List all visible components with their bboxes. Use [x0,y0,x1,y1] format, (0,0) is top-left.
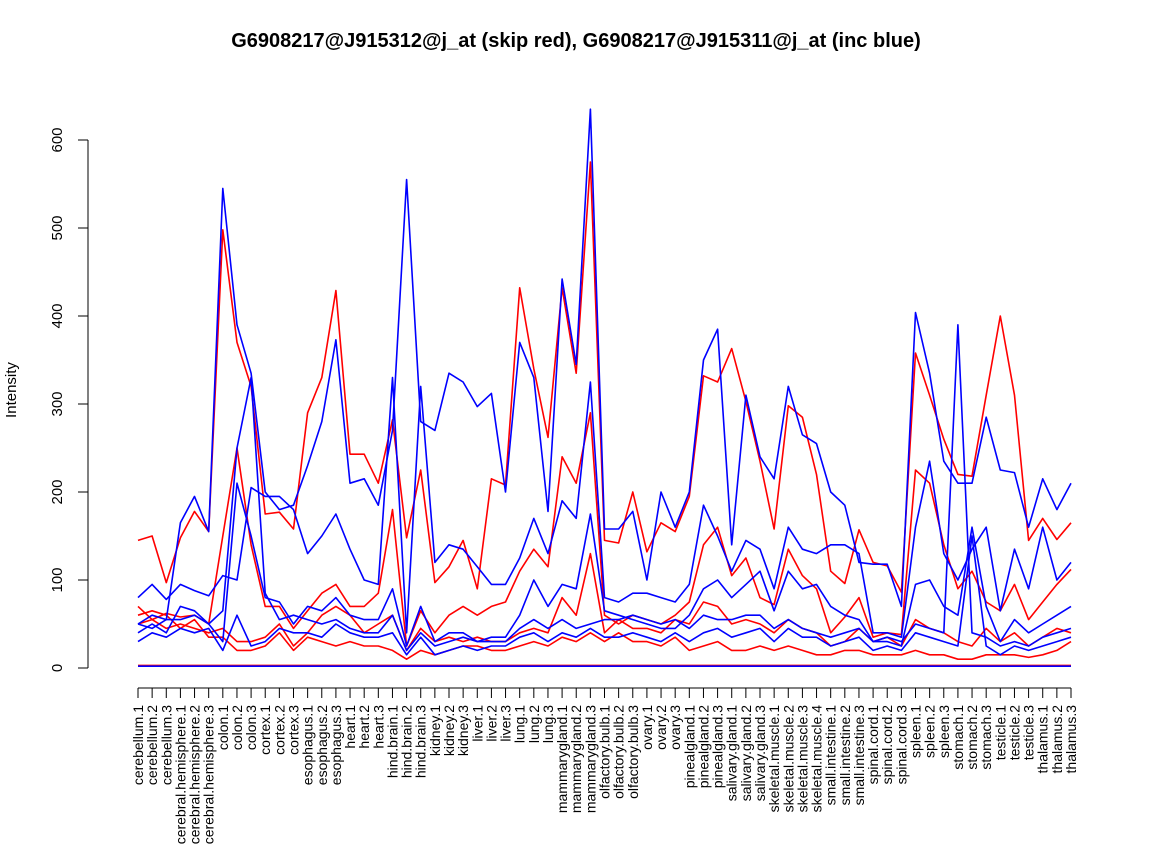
x-tick-label: spinal.cord.3 [893,705,909,785]
x-tick-label: olfactory.bulb.3 [625,705,641,799]
series-line-6 [137,108,1072,625]
x-tick-label: pinealgland.1 [681,705,697,789]
x-tick-label: spinal.cord.2 [879,705,895,785]
x-tick-label: ovary.1 [639,705,655,750]
x-tick-label: colon.2 [229,705,245,750]
x-tick-label: mammarygland.3 [582,705,598,813]
x-tick-label: lung.3 [540,705,556,743]
x-tick-label: cerebral.hemisphere.1 [172,705,188,845]
x-tick-label: skeletal.muscle.2 [780,705,796,813]
x-tick-label: testicle.3 [1021,705,1037,760]
x-tick-label: cortex.3 [286,705,302,755]
x-tick-label: skeletal.muscle.3 [794,705,810,813]
x-tick-label: stomach.1 [950,705,966,770]
x-tick-label: cerebral.hemisphere.2 [187,705,203,845]
x-tick-label: esophagus.2 [314,705,330,785]
x-tick-label: liver.3 [498,705,514,742]
x-tick-label: lung.1 [512,705,528,743]
x-tick-label: esophagus.3 [328,705,344,785]
x-tick-label: esophagus.1 [300,705,316,785]
y-tick-label: 0 [49,664,66,672]
x-tick-label: cerebellum.3 [158,705,174,785]
x-tick-label: salivary.gland.1 [724,705,740,801]
x-tick-label: testicle.1 [992,705,1008,760]
x-tick-label: kidney.1 [427,705,443,756]
x-tick-label: cerebellum.1 [130,705,146,785]
plot-lines [137,108,1072,668]
x-tick-label: pinealgland.3 [710,705,726,789]
x-tick-label: cortex.1 [257,705,273,755]
x-tick-label: skeletal.muscle.1 [766,705,782,813]
series-line-9 [137,535,1072,656]
x-tick-label: cerebral.hemisphere.3 [201,705,217,845]
x-tick-label: hind.brain.1 [385,705,401,778]
x-tick-label: testicle.2 [1007,705,1023,760]
x-tick-label: kidney.2 [441,705,457,756]
x-tick-label: small.intestine.1 [823,705,839,806]
x-tick-label: spleen.2 [922,705,938,758]
x-tick-label: salivary.gland.3 [752,705,768,801]
x-tick-label: thalamus.2 [1049,705,1065,774]
chart-title: G6908217@J915312@j_at (skip red), G69082… [231,30,921,52]
x-tick-label: ovary.2 [653,705,669,750]
y-tick-label: 500 [49,215,66,240]
x-tick-label: cortex.2 [271,705,287,755]
x-tick-label: salivary.gland.2 [738,705,754,801]
x-tick-label: hind.brain.2 [399,705,415,778]
x-tick-label: thalamus.3 [1063,705,1079,774]
x-tick-label: spleen.1 [908,705,924,758]
x-tick-label: stomach.3 [978,705,994,770]
x-tick-label: thalamus.1 [1035,705,1051,774]
x-tick-label: spinal.cord.1 [865,705,881,785]
y-axis: 0 100 200 300 400 500 600 [49,127,89,672]
y-tick-label: 300 [49,391,66,416]
x-tick-label: lung.2 [526,705,542,743]
x-tick-label: colon.1 [215,705,231,750]
series-line-3 [137,552,1072,652]
x-tick-label: pinealgland.2 [696,705,712,789]
x-tick-label: skeletal.muscle.4 [809,705,825,813]
y-tick-label: 400 [49,303,66,328]
x-tick-label: spleen.3 [936,705,952,758]
x-tick-label: hind.brain.3 [413,705,429,778]
x-tick-label: olfactory.bulb.1 [597,705,613,799]
x-tick-label: liver.2 [483,705,499,742]
y-axis-label: Intensity [3,362,20,418]
y-tick-label: 100 [49,567,66,592]
x-tick-label: heart.1 [342,705,358,749]
x-tick-label: small.intestine.2 [837,705,853,806]
x-tick-label: heart.2 [356,705,372,749]
x-tick-label: colon.3 [243,705,259,750]
x-tick-label: liver.1 [469,705,485,742]
x-tick-label: cerebellum.2 [144,705,160,785]
series-line-4 [137,609,1072,661]
x-tick-label: small.intestine.3 [851,705,867,806]
x-axis: cerebellum.1cerebellum.2cerebellum.3cere… [130,687,1079,845]
x-tick-label: ovary.3 [667,705,683,750]
series-line-1 [137,161,1072,594]
y-tick-label: 600 [49,127,66,152]
x-tick-label: mammarygland.2 [568,705,584,813]
series-line-8 [137,482,1072,647]
x-tick-label: mammarygland.1 [554,705,570,813]
x-tick-label: heart.3 [370,705,386,749]
x-tick-label: olfactory.bulb.2 [611,705,627,799]
y-tick-label: 200 [49,479,66,504]
series-line-10 [137,323,1072,652]
series-line-2 [137,411,1072,647]
x-tick-label: kidney.3 [455,705,471,756]
x-tick-label: stomach.2 [964,705,980,770]
series-line-7 [137,376,1072,639]
